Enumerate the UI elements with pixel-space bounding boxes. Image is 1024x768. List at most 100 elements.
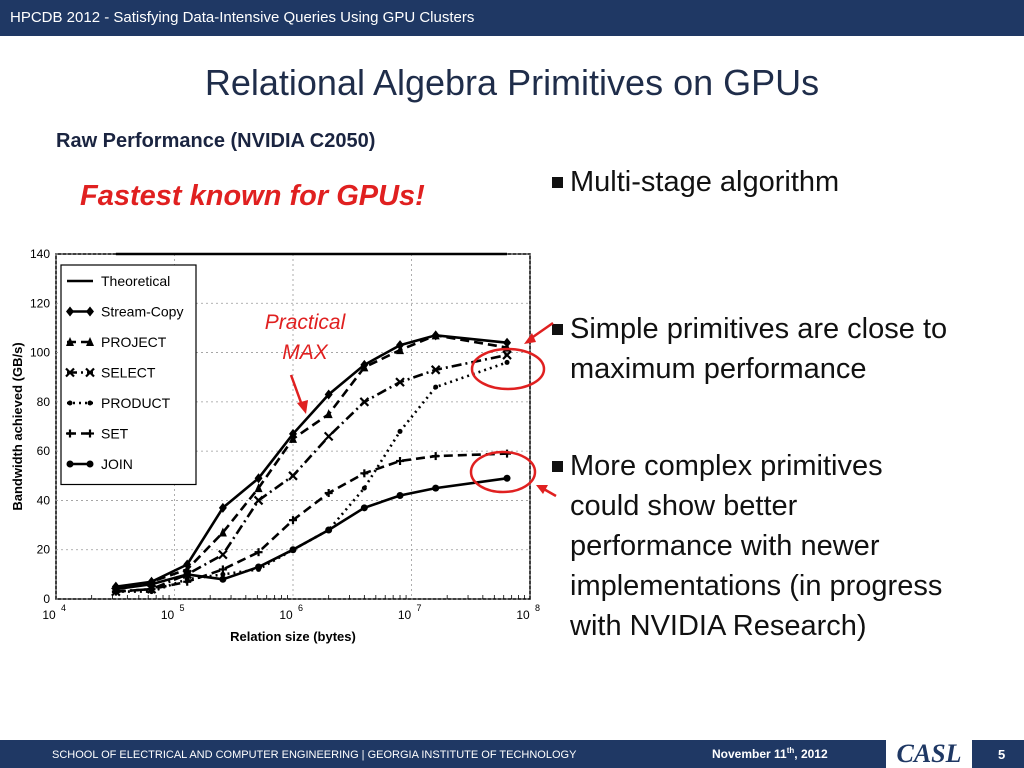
marker-triangle <box>218 527 227 537</box>
x-tick-label: 10 6 <box>279 603 303 622</box>
callout-arrowhead-top <box>524 333 536 344</box>
marker-triangle <box>254 483 263 493</box>
footer-date-main: November 11 <box>712 747 787 761</box>
marker-x <box>359 397 370 407</box>
y-tick-label: 0 <box>43 592 50 606</box>
chart-legend: Theoretical Stream-Copy PROJECT SELECT PRODU… <box>60 264 197 486</box>
marker-plus <box>289 516 297 525</box>
marker-circle <box>86 460 94 468</box>
x-tick-exp: 4 <box>61 603 66 613</box>
legend-item: Theoretical <box>67 273 170 289</box>
marker-diamond <box>254 473 263 484</box>
callout-arrow-line-top <box>529 321 554 341</box>
marker-plus <box>396 457 405 465</box>
marker-circle <box>112 585 120 593</box>
marker-x <box>502 350 512 360</box>
marker-x <box>65 367 75 378</box>
y-tick-label: 80 <box>37 395 51 409</box>
marker-diamond <box>324 389 333 400</box>
marker-circle <box>396 492 404 499</box>
x-tick-label: 10 5 <box>161 603 185 622</box>
marker-dot <box>433 384 439 390</box>
marker-x <box>430 365 441 375</box>
footer-school: SCHOOL OF ELECTRICAL AND COMPUTER ENGINE… <box>52 749 577 761</box>
marker-circle <box>432 484 440 492</box>
x-tick-exp: 8 <box>535 603 540 613</box>
x-tick-exp: 5 <box>180 603 185 613</box>
footer-date-rest: , 2012 <box>794 747 828 761</box>
legend-box <box>60 264 197 486</box>
marker-x-stroke <box>65 367 75 378</box>
marker-plus <box>431 452 440 461</box>
y-axis-label: Bandwidth achieved (GB/s) <box>10 342 25 510</box>
x-tick-base: 10 <box>516 608 530 622</box>
legend-item: SELECT <box>65 365 156 381</box>
header-bar: HPCDB 2012 - Satisfying Data-Intensive Q… <box>0 0 1024 36</box>
marker-plus <box>218 565 227 574</box>
marker-dot <box>504 359 510 365</box>
bullet-1-line-1: Multi-stage algorithm <box>570 166 840 198</box>
footer-date-sup: th <box>786 746 795 755</box>
x-tick-exp: 7 <box>417 603 422 613</box>
marker-plus <box>86 429 94 438</box>
marker-plus <box>254 548 263 557</box>
marker-circle <box>325 526 333 534</box>
practical-max-arrowhead <box>297 400 308 414</box>
legend-label: Theoretical <box>101 273 170 289</box>
bullet-2-line-1: Simple primitives are close to <box>570 313 948 345</box>
marker-plus <box>66 429 74 438</box>
fastest-highlight: Fastest known for GPUs! <box>80 180 425 212</box>
marker-triangle <box>289 433 297 443</box>
bullet-square-icon <box>552 461 563 472</box>
marker-x <box>253 495 264 506</box>
x-tick-base: 10 <box>398 608 412 622</box>
bullet-square-icon <box>552 324 563 335</box>
marker-dot <box>397 428 403 434</box>
highlight-ellipse-top <box>470 347 546 391</box>
marker-triangle <box>324 409 333 419</box>
x-tick-base: 10 <box>279 608 293 622</box>
marker-triangle <box>360 362 369 372</box>
marker-circle <box>148 580 156 588</box>
page-number: 5 <box>998 747 1006 762</box>
y-tick-label: 20 <box>37 543 51 557</box>
marker-plus <box>360 469 369 478</box>
marker-x-stroke <box>218 549 228 560</box>
legend-label: PRODUCT <box>101 395 171 411</box>
bandwidth-chart: 0 20 40 60 80 100 120 140 10 4 10 5 10 6 10 7 10 8 Relatio… <box>10 247 557 644</box>
x-tick-base: 10 <box>161 608 175 622</box>
legend-item: Stream-Copy <box>66 304 183 320</box>
marker-x <box>323 431 334 442</box>
series-join <box>112 474 511 593</box>
marker-circle <box>503 474 511 482</box>
slide-title: Relational Algebra Primitives on GPUs <box>204 62 820 103</box>
legend-label: JOIN <box>101 456 133 472</box>
marker-plus <box>183 577 192 586</box>
x-tick-label: 10 7 <box>398 603 422 622</box>
footer-date: November 11th, 2012 <box>712 746 828 761</box>
marker-triangle <box>396 345 405 355</box>
practical-max-label: MAX <box>282 341 329 364</box>
y-tick-label: 140 <box>30 247 50 261</box>
marker-triangle <box>66 337 74 346</box>
legend-item: JOIN <box>66 456 133 472</box>
marker-dot <box>67 400 73 406</box>
marker-diamond <box>86 306 94 317</box>
marker-circle <box>66 460 74 468</box>
marker-x <box>395 377 405 387</box>
marker-x-stroke <box>502 350 512 360</box>
legend-label: Stream-Copy <box>101 304 183 320</box>
marker-diamond <box>66 306 74 317</box>
marker-x-stroke <box>395 377 405 387</box>
legend-label: SET <box>101 426 129 442</box>
practical-max-label: Practical <box>265 311 347 334</box>
x-tick-label: 10 4 <box>42 603 66 622</box>
y-tick-label: 120 <box>30 296 50 310</box>
marker-x-stroke <box>323 431 334 442</box>
y-tick-label: 100 <box>30 346 50 360</box>
bullet-3-line-4: implementations (in progress <box>570 570 943 602</box>
marker-triangle <box>431 330 440 340</box>
marker-circle <box>183 570 191 578</box>
marker-x <box>218 549 228 560</box>
marker-circle <box>255 563 263 571</box>
